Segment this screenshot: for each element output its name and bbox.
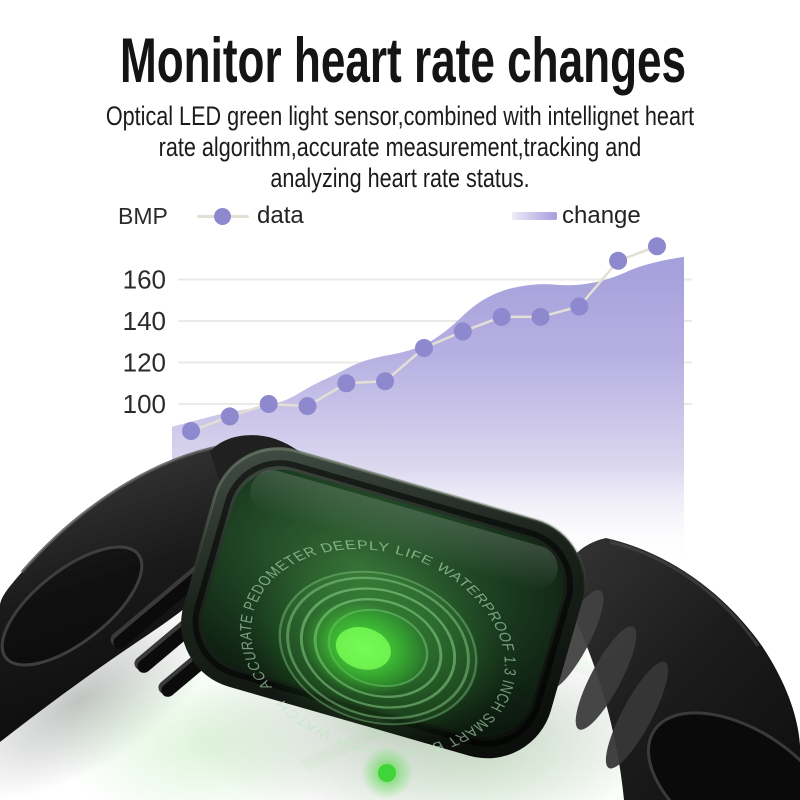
data-point (298, 397, 317, 416)
data-point (453, 322, 472, 341)
y-axis-tick: 100 (123, 389, 166, 419)
y-axis-tick: 120 (123, 348, 166, 378)
data-point (609, 251, 628, 270)
subtitle-line: Optical LED green light sensor,combined … (105, 101, 695, 131)
data-point (492, 307, 511, 326)
y-axis-tick: 140 (123, 306, 166, 336)
legend-change-label: change (562, 202, 641, 229)
data-point (220, 407, 239, 426)
y-axis-title: BMP (118, 203, 168, 229)
data-point (648, 237, 666, 256)
green-led-dot (378, 764, 396, 782)
data-point (259, 395, 278, 413)
strap-groove-right (646, 711, 800, 800)
y-axis-tick: 160 (123, 265, 166, 295)
page-subtitle: Optical LED green light sensor,combined … (80, 101, 720, 194)
legend-data-label: data (257, 202, 304, 229)
legend-change-swatch-icon (512, 212, 557, 220)
page-title: Monitor heart rate changes (120, 26, 687, 96)
subtitle-line: rate algorithm,accurate measurement,trac… (158, 132, 642, 162)
led-core (335, 627, 391, 670)
data-point (182, 422, 200, 440)
data-point (337, 374, 356, 393)
legend-data-dot-icon (214, 208, 231, 225)
data-point (531, 307, 550, 326)
data-point (570, 297, 589, 316)
data-point (415, 339, 433, 357)
data-point (376, 372, 395, 391)
subtitle-line: analyzing heart rate status. (270, 163, 530, 193)
